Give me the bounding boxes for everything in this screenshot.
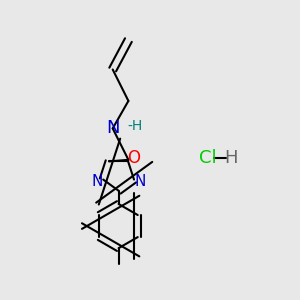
Text: N: N bbox=[91, 173, 102, 188]
Text: O: O bbox=[127, 149, 140, 167]
Text: N: N bbox=[106, 119, 119, 137]
Text: H: H bbox=[224, 149, 238, 167]
Text: -H: -H bbox=[127, 119, 142, 133]
Text: Cl: Cl bbox=[199, 149, 216, 167]
Text: N: N bbox=[135, 173, 146, 188]
